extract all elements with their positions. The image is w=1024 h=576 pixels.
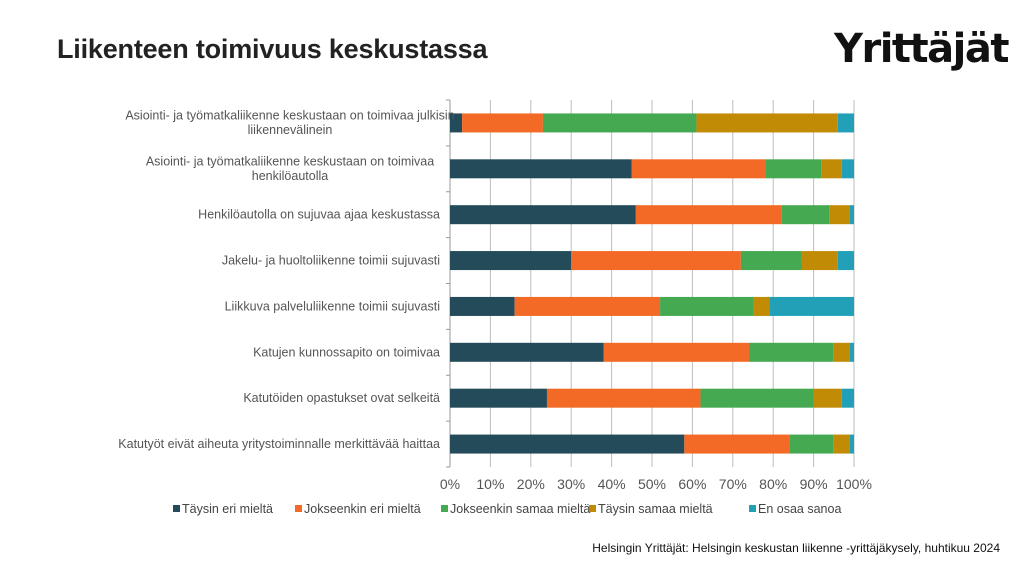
category-label: liikennevälinein — [248, 123, 333, 137]
x-tick-label: 70% — [719, 476, 747, 492]
category-label: Katutöiden opastukset ovat selkeitä — [243, 391, 440, 405]
legend-label: Jokseenkin eri mieltä — [304, 502, 421, 516]
bar-segment — [450, 296, 515, 316]
bar-segment — [841, 159, 854, 179]
bar-segment — [849, 205, 854, 225]
x-tick-label: 80% — [759, 476, 787, 492]
bar-segment — [603, 342, 749, 362]
legend-swatch — [173, 505, 180, 512]
x-tick-label: 30% — [557, 476, 585, 492]
bar-segment — [829, 205, 850, 225]
x-tick-label: 60% — [678, 476, 706, 492]
bar-segment — [821, 159, 842, 179]
bar-segment — [789, 434, 834, 454]
category-label: Jakelu- ja huoltoliikenne toimii sujuvas… — [222, 254, 440, 268]
x-tick-label: 40% — [598, 476, 626, 492]
x-tick-label: 0% — [440, 476, 460, 492]
bar-segment — [542, 113, 697, 133]
yrittajat-logo: Yrittäjät — [834, 26, 1009, 72]
bar-segment — [450, 251, 572, 271]
bar-segment — [660, 296, 753, 316]
bar-segment — [849, 434, 854, 454]
bar-segment — [801, 251, 838, 271]
bar-segment — [765, 159, 822, 179]
x-tick-label: 100% — [836, 476, 872, 492]
bar-segment — [684, 434, 790, 454]
legend-label: Jokseenkin samaa mieltä — [450, 502, 590, 516]
bar-segment — [753, 296, 770, 316]
bar-segment — [450, 205, 636, 225]
bar-segment — [450, 434, 685, 454]
bar-segment — [841, 388, 854, 408]
bar-segment — [700, 388, 814, 408]
category-label: Liikkuva palveluliikenne toimii sujuvast… — [225, 299, 440, 313]
bar-segment — [462, 113, 543, 133]
x-tick-label: 20% — [517, 476, 545, 492]
legend-label: En osaa sanoa — [758, 502, 841, 516]
bar-segment — [837, 113, 854, 133]
bar-segment — [450, 388, 547, 408]
category-label: Katujen kunnossapito on toimivaa — [253, 345, 440, 359]
category-label: Katutyöt eivät aiheuta yritystoiminnalle… — [118, 437, 440, 451]
bar-segment — [740, 251, 802, 271]
legend-swatch — [295, 505, 302, 512]
bar-segment — [813, 388, 842, 408]
bar-segment — [514, 296, 661, 316]
legend-swatch — [749, 505, 756, 512]
bar-segment — [781, 205, 830, 225]
bar-segment — [837, 251, 854, 271]
bar-segment — [546, 388, 701, 408]
legend-swatch — [441, 505, 448, 512]
x-tick-label: 50% — [638, 476, 666, 492]
bar-segment — [631, 159, 766, 179]
category-label: Asiointi- ja työmatkaliikenne keskustaan… — [146, 155, 434, 169]
legend-label: Täysin samaa mieltä — [598, 502, 713, 516]
bar-segment — [450, 113, 463, 133]
x-tick-label: 90% — [800, 476, 828, 492]
bar-segment — [833, 434, 850, 454]
legend-swatch — [589, 505, 596, 512]
bar-segment — [571, 251, 741, 271]
bar-segment — [849, 342, 854, 362]
category-label: Asiointi- ja työmatkaliikenne keskustaan… — [125, 109, 454, 123]
category-label: Henkilöautolla on sujuvaa ajaa keskustas… — [198, 208, 440, 222]
bar-segment — [696, 113, 838, 133]
bar-segment — [833, 342, 850, 362]
bar-segment — [748, 342, 834, 362]
bar-segment — [450, 342, 604, 362]
x-tick-label: 10% — [476, 476, 504, 492]
bar-segment — [769, 296, 854, 316]
bar-segment — [450, 159, 632, 179]
legend-label: Täysin eri mieltä — [182, 502, 273, 516]
page-title: Liikenteen toimivuus keskustassa — [57, 34, 488, 64]
bar-segment — [635, 205, 782, 225]
category-label: henkilöautolla — [252, 169, 328, 183]
source-note: Helsingin Yrittäjät: Helsingin keskustan… — [592, 541, 1000, 555]
